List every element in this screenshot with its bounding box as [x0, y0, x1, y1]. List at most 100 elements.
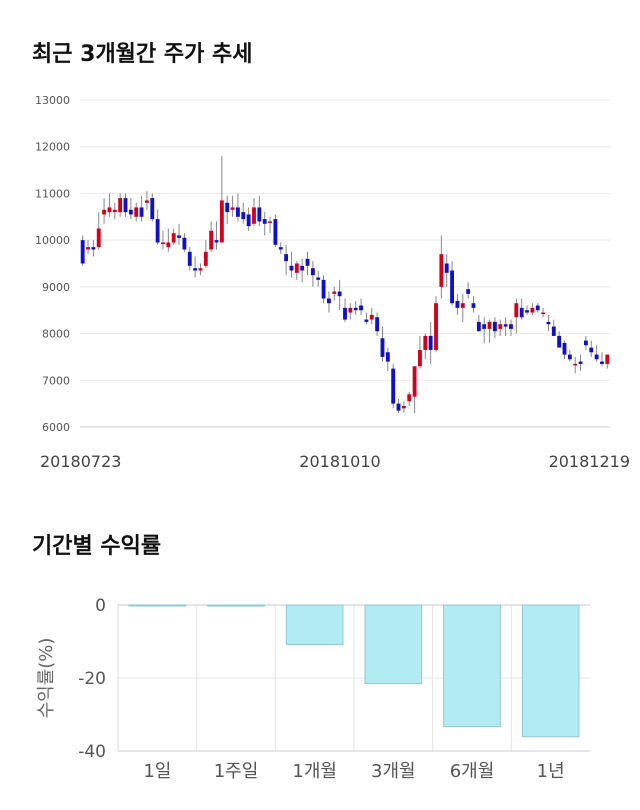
price-trend-chart: 13000 12000 11000 10000 9000 8000 7000 6000 2018…: [35, 94, 630, 471]
candle-body: [444, 263, 449, 273]
candlestick: [166, 228, 171, 252]
candle-body: [118, 198, 123, 213]
candlestick: [343, 298, 347, 322]
candlestick: [252, 198, 256, 227]
period-return-chart: 0 -20 -40 1일 1주일 1개월 3개월 6개월 1년 수익률(%): [36, 596, 590, 782]
candlestick: [428, 321, 433, 364]
candlestick: [460, 293, 465, 322]
candle-body: [439, 254, 444, 287]
candlestick: [284, 244, 289, 276]
return-bar: [364, 604, 423, 684]
candlestick: [369, 307, 374, 325]
candle-body: [391, 368, 396, 404]
candle-body: [375, 317, 380, 332]
candlestick: [171, 228, 176, 245]
candlestick: [535, 303, 540, 313]
candlestick: [391, 363, 396, 409]
x-category-label: 1년: [537, 761, 565, 782]
candle-body: [594, 354, 599, 360]
candle-body: [476, 321, 481, 332]
x-category-label: 6개월: [450, 761, 495, 782]
candle-body: [327, 298, 331, 304]
candle-body: [257, 207, 262, 222]
candlestick: [348, 303, 353, 320]
candlestick: [193, 256, 198, 278]
candle-body: [225, 202, 230, 213]
candlestick: [300, 258, 305, 283]
candlestick: [380, 326, 385, 362]
candlestick: [583, 335, 588, 350]
candlestick: [337, 279, 342, 311]
candle-body: [364, 319, 369, 322]
candlestick: [305, 251, 310, 276]
candlestick: [241, 202, 246, 224]
candle-body: [385, 352, 390, 362]
candle-body: [289, 265, 294, 271]
candle-body: [150, 198, 155, 220]
candlestick: [321, 275, 326, 304]
candle-body: [268, 221, 272, 223]
candle-body: [359, 305, 363, 311]
candle-body: [557, 335, 562, 348]
candle-body: [519, 307, 524, 318]
candle-body: [535, 305, 540, 311]
candlestick: [546, 314, 551, 332]
candlestick: [80, 235, 85, 266]
candle-body: [278, 247, 283, 250]
candle-body: [91, 247, 96, 250]
candle-body: [155, 219, 160, 243]
candlestick: [294, 261, 299, 280]
candle-body: [134, 207, 139, 217]
x-category-label: 1주일: [214, 761, 259, 782]
candlestick: [573, 356, 578, 374]
candlestick: [102, 198, 107, 224]
candlestick: [91, 240, 96, 257]
candlestick: [605, 354, 610, 369]
candle-body: [112, 209, 117, 213]
candlestick: [112, 202, 117, 220]
y-tick-label: 6000: [42, 421, 70, 434]
return-bar: [285, 604, 344, 645]
candle-body: [332, 291, 337, 294]
candle-body: [305, 258, 310, 266]
candle-body: [284, 254, 289, 262]
candlestick: [139, 195, 144, 222]
candlestick: [492, 317, 497, 339]
candle-body: [450, 270, 454, 304]
period-return-title: 기간별 수익률: [32, 534, 162, 559]
candle-body: [562, 342, 567, 355]
candlestick: [278, 242, 283, 255]
candlestick: [594, 345, 599, 362]
candlestick: [385, 347, 390, 371]
candlestick: [519, 298, 524, 320]
candle-body: [423, 335, 428, 350]
candle-body: [380, 338, 385, 357]
candlestick: [578, 354, 583, 371]
candle-body: [412, 366, 417, 397]
candle-body: [209, 230, 214, 250]
y-tick-label: 10000: [35, 234, 70, 247]
candle-body: [509, 324, 513, 329]
candlestick: [551, 319, 556, 336]
candlestick: [487, 319, 492, 343]
y-tick-label: -20: [78, 669, 106, 689]
candlestick: [375, 312, 380, 336]
candlestick: [471, 296, 476, 313]
candlestick: [203, 240, 208, 269]
candle-body: [273, 219, 278, 245]
x-tick-label: 20180723: [40, 452, 121, 471]
y-tick-label: 11000: [35, 187, 70, 200]
candle-body: [407, 394, 412, 402]
candlestick: [289, 251, 294, 278]
candlestick: [155, 209, 160, 245]
candle-body: [241, 212, 246, 220]
candlestick: [482, 317, 487, 343]
candle-body: [316, 277, 321, 280]
candle-body: [541, 312, 546, 315]
y-tick-label: 9000: [42, 281, 70, 294]
candle-body: [434, 303, 438, 350]
candle-body: [337, 291, 342, 297]
candlestick: [412, 366, 417, 413]
candle-body: [193, 268, 198, 271]
candlestick: [107, 193, 112, 217]
